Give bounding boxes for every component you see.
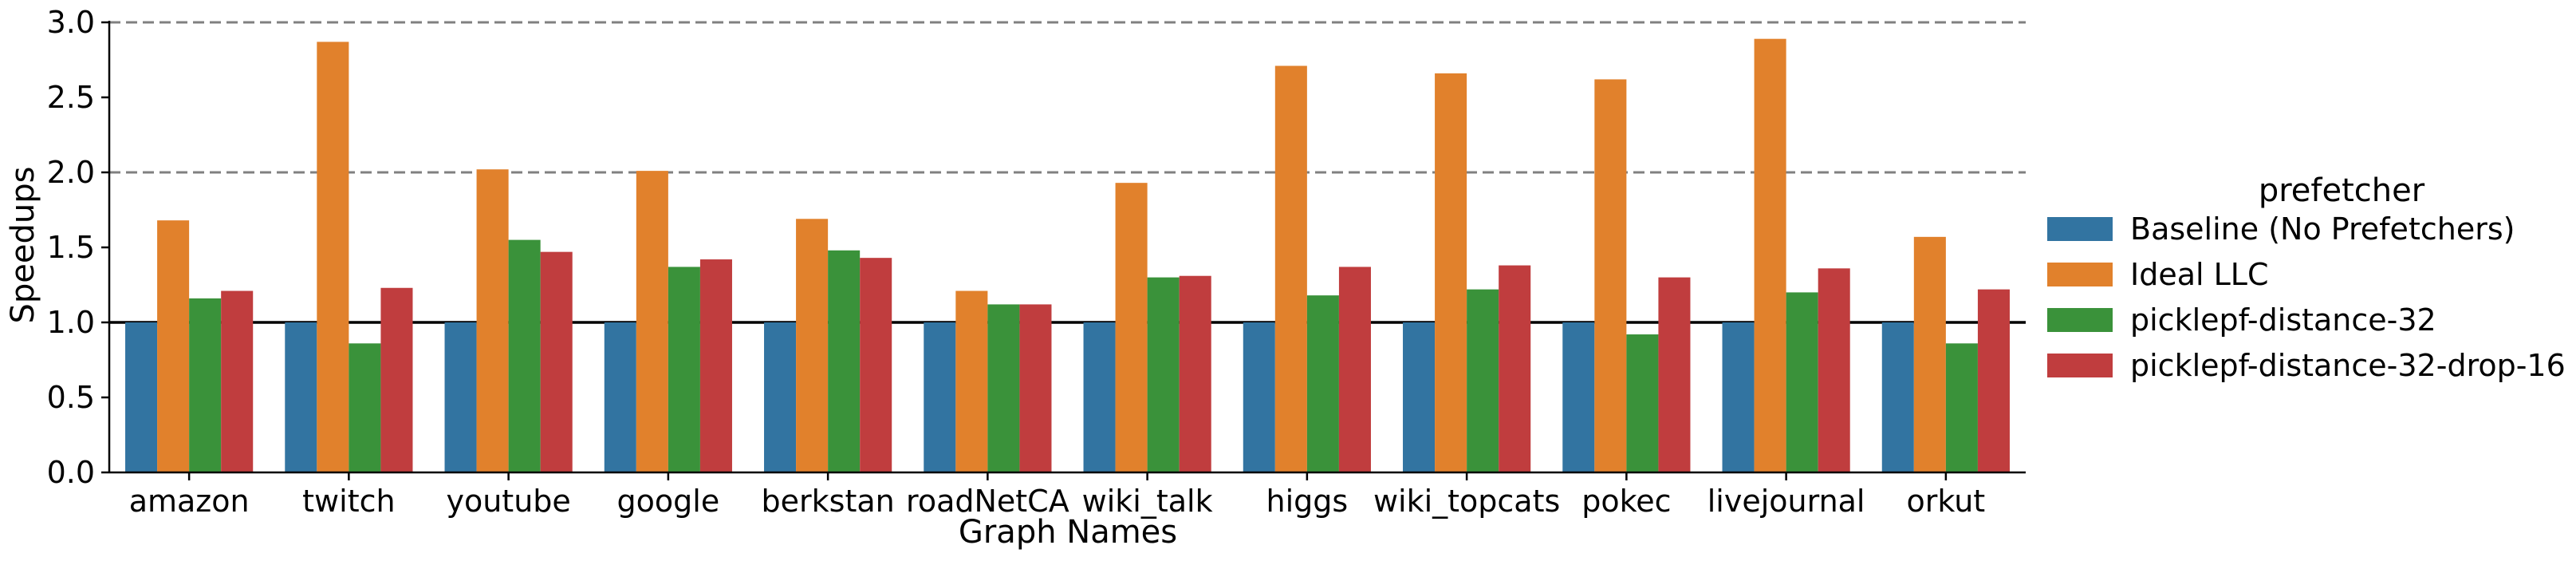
bar-pokec-series-3 [1658,277,1691,472]
bar-twitch-series-0 [285,322,317,472]
bar-amazon-series-2 [189,298,222,472]
bar-amazon-series-3 [221,290,254,472]
legend-swatch-series-3 [2047,354,2113,377]
bar-orkut-series-0 [1881,322,1914,472]
plot-area: 0.0 0.5 1.0 1.5 2.0 2.5 3.0 amazon twitch youtube… [47,5,2026,519]
bar-amazon-series-0 [125,322,158,472]
bar-wiki_topcats-series-2 [1467,289,1499,472]
y-tick-label: 1.0 [47,305,95,340]
legend-label-series-0: Baseline (No Prefetchers) [2130,211,2515,247]
bar-pokec-series-2 [1626,334,1659,472]
x-tick-label: wiki_topcats [1373,484,1560,519]
bar-higgs-series-0 [1243,322,1275,472]
legend-title: prefetcher [2259,172,2425,209]
bar-higgs-series-3 [1338,267,1371,472]
x-tick-label: livejournal [1707,484,1865,519]
x-tick-label: youtube [446,484,570,519]
legend-swatch-series-0 [2047,217,2113,241]
x-tick-label: twitch [302,484,395,519]
bar-twitch-series-2 [349,343,381,472]
x-tick-label: pokec [1581,484,1671,519]
bar-orkut-series-2 [1945,343,1978,472]
bar-youtube-series-1 [476,169,509,473]
x-tick-label: orkut [1907,484,1986,519]
bar-pokec-series-0 [1562,322,1595,472]
x-tick-label: higgs [1266,484,1349,519]
bar-wiki_topcats-series-3 [1499,265,1531,472]
x-tick-label: berkstan [762,484,895,519]
bar-youtube-series-3 [540,251,573,472]
bar-google-series-3 [699,259,732,472]
legend: prefetcher Baseline (No Prefetchers) Idea… [2047,172,2566,383]
x-axis-title: Graph Names [959,514,1177,551]
bar-berkstan-series-3 [860,258,892,472]
bar-wiki_talk-series-3 [1179,275,1211,472]
bar-twitch-series-1 [317,41,349,472]
bar-wiki_talk-series-2 [1147,277,1180,472]
y-axis-title: Speedups [5,167,41,324]
bar-wiki_topcats-series-1 [1435,73,1467,473]
bar-livejournal-series-1 [1754,38,1786,473]
x-tick-label: google [617,484,720,519]
bar-berkstan-series-0 [764,322,797,472]
bar-livejournal-series-2 [1786,292,1818,472]
y-tick-label: 3.0 [47,5,95,40]
bar-pokec-series-1 [1594,79,1627,472]
legend-label-series-1: Ideal LLC [2130,257,2269,292]
y-tick-label: 0.5 [47,380,95,415]
legend-label-series-3: picklepf-distance-32-drop-16 [2130,348,2566,383]
bar-google-series-1 [636,171,668,472]
bar-higgs-series-2 [1306,295,1339,472]
bar-livejournal-series-0 [1722,322,1755,472]
legend-swatch-series-1 [2047,263,2113,286]
x-tick-label: wiki_talk [1082,484,1213,519]
bar-orkut-series-1 [1913,236,1946,472]
x-tick-label: roadNetCA [906,484,1069,519]
bar-roadNetCA-series-2 [987,304,1020,472]
legend-swatch-series-2 [2047,308,2113,332]
bar-higgs-series-1 [1274,65,1307,473]
bar-google-series-0 [604,322,636,472]
bar-berkstan-series-2 [828,250,861,472]
y-tick-label: 1.5 [47,230,95,265]
bar-wiki_talk-series-0 [1083,322,1116,472]
bar-roadNetCA-series-1 [955,290,988,472]
bar-wiki_talk-series-1 [1115,183,1148,472]
bar-google-series-2 [668,267,700,472]
bar-roadNetCA-series-0 [924,322,956,472]
bar-youtube-series-0 [444,322,477,472]
bar-orkut-series-3 [1977,289,2010,472]
y-tick-label: 2.0 [47,155,95,190]
bar-roadNetCA-series-3 [1019,304,1052,472]
bar-livejournal-series-3 [1818,268,1850,472]
legend-label-series-2: picklepf-distance-32 [2130,302,2436,338]
y-tick-label: 2.5 [47,80,95,115]
bar-twitch-series-3 [380,287,413,472]
x-tick-label: amazon [129,484,250,519]
bar-amazon-series-1 [157,220,190,472]
bar-youtube-series-2 [508,239,541,472]
bar-berkstan-series-1 [796,219,829,472]
y-tick-label: 0.0 [47,455,95,490]
bar-wiki_topcats-series-0 [1403,322,1436,472]
